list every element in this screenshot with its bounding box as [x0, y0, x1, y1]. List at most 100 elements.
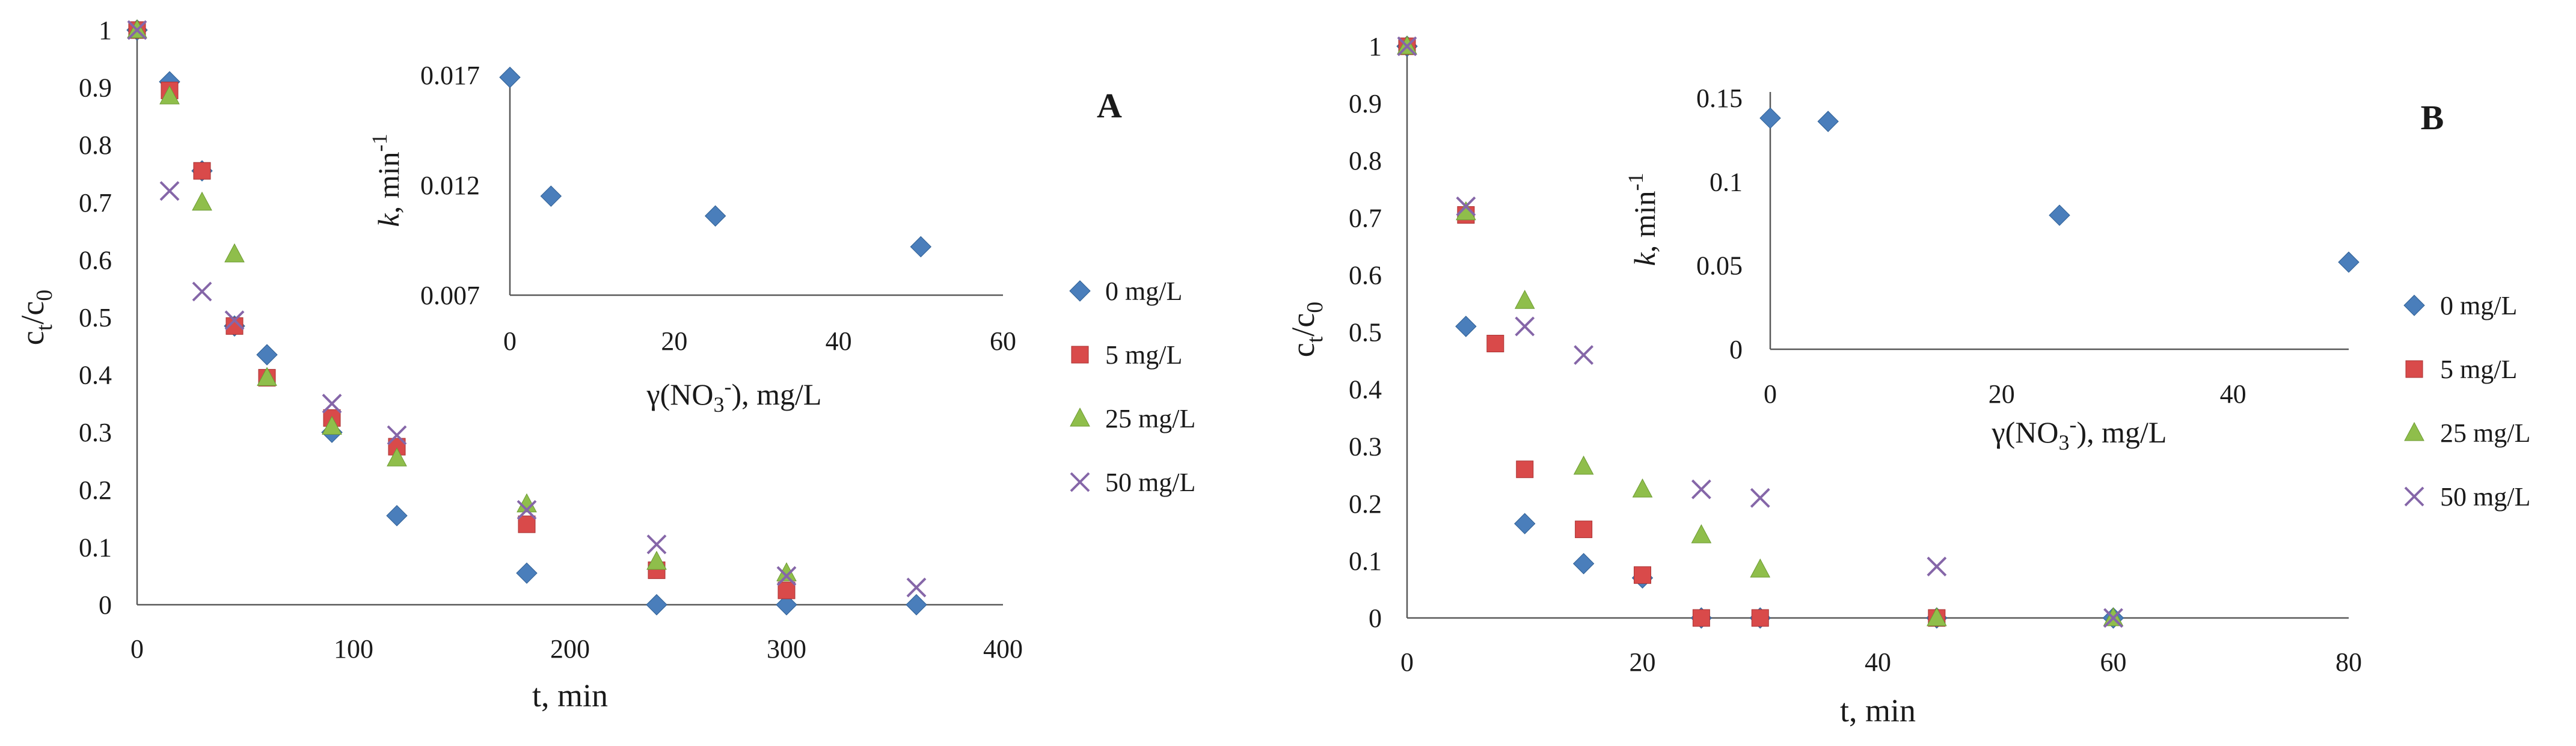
panel-b-inset-y-axis-title: k, min-1: [1624, 173, 1661, 266]
panel-a-inset-y-axis-title-part-2: -1: [367, 134, 391, 152]
panel-a-series-0-point-6: [386, 505, 408, 527]
panel-a-series-2-point-3: [224, 243, 245, 263]
panel-b-series-3-point-7-stroke-2: [2103, 608, 2123, 628]
panel-b-series-3-point-2-stroke-2: [1515, 316, 1535, 337]
panel-b-series-1-point-7: [1751, 609, 1769, 627]
panel-b-series-2-point-7: [1927, 607, 1947, 626]
panel-b-legend-marker-3-stroke-2: [2404, 486, 2424, 507]
panel-b-inset-point-2: [2049, 204, 2070, 226]
panel-b-inset-x-axis-title-part-0: γ(NO: [1992, 415, 2059, 449]
panel-b-series-3-point-6-stroke-2: [1927, 556, 1947, 576]
panel-b-legend: 0 mg/L 5 mg/L 25 mg/L 50 mg/L: [2403, 291, 2530, 512]
panel-a-series-0-point-10: [906, 594, 927, 616]
panel-a-series-3-point-0: [127, 20, 147, 40]
panel-b-y-tick-label-1: 0.1: [1349, 546, 1382, 576]
panel-b-inset-x-axis-title-part-1: 3: [2058, 430, 2069, 454]
panel-b-series-3-point-5: [1750, 488, 1770, 508]
panel-a-inset-point-0: [499, 66, 521, 88]
panel-a: 00.10.20.30.40.50.60.70.80.910 100 200 300 4…: [14, 16, 1195, 714]
panel-b-y-tick-label-10: 1: [1369, 32, 1382, 61]
panel-b-legend-marker-2: [2404, 421, 2424, 441]
panel-b-x-tick-label-4: 80: [2335, 647, 2362, 677]
panel-a-legend-label-1: 5 mg/L: [1105, 340, 1182, 370]
panel-a-label: A: [1097, 86, 1122, 125]
panel-a-series-3: [127, 20, 927, 598]
panel-a-series-3-point-7: [646, 534, 667, 555]
panel-a-inset-y-axis-title-part-1: , min: [372, 152, 405, 214]
panel-a-inset-x-axis-title: γ(NO3-), mg/L: [646, 375, 822, 417]
panel-b-x-tick-label-1: 20: [1630, 647, 1656, 677]
panel-b-label: B: [2421, 98, 2444, 137]
panel-a-series-3-point-6-stroke-2: [517, 500, 537, 520]
panel-b-series-2-point-2: [1514, 290, 1535, 309]
panel-b-series-1: [1398, 37, 1946, 627]
panel-b-series-0-point-2: [1514, 513, 1536, 534]
panel-a-inset-x-tick-label-0: 0: [503, 326, 517, 356]
panel-b-series-0-point-3: [1572, 552, 1595, 575]
panel-b-inset-x-tick-label-0: 0: [1764, 379, 1777, 409]
panel-a-x-tick-label-2: 200: [550, 634, 590, 664]
panel-a-series-2-point-4: [257, 367, 277, 386]
panel-b-y-axis-title: ct/c0: [1285, 302, 1328, 358]
panel-a-series-2-point-7: [517, 493, 537, 513]
panel-a-legend-marker-0: [1069, 280, 1091, 302]
panel-a-inset-x-axis-title-part-1: 3: [713, 393, 724, 417]
panel-b-y-tick-label-9: 0.9: [1349, 89, 1382, 118]
panel-b-x-tick-label-3: 60: [2100, 647, 2127, 677]
panel-a-series-2-point-5: [322, 415, 342, 435]
panel-a-inset-y-axis-title-part-0: k: [372, 213, 405, 227]
panel-a-y-axis-title: ct/c0: [14, 290, 57, 346]
panel-b-inset-x-axis-title: γ(NO3-), mg/L: [1992, 412, 2167, 454]
panel-a-y-tick-label-6: 0.6: [79, 245, 112, 275]
panel-a-legend: 0 mg/L 5 mg/L 25 mg/L 50 mg/L: [1069, 277, 1195, 497]
panel-a-x-axis-title: t, min: [532, 677, 608, 714]
panel-a-inset: 0.007 0.012 0.017 0 20 40 60 γ(NO3-), mg/L k, mi…: [367, 61, 1016, 417]
panel-b-inset-y-tick-label-2: 0.1: [1710, 167, 1743, 197]
panel-a-legend-marker-1: [1071, 346, 1089, 364]
panel-b-series-2-point-3: [1573, 455, 1594, 475]
panel-a-series-1-point-2: [193, 162, 211, 180]
panel-a-series-2-point-6: [387, 447, 407, 466]
panel-a-series-0-point-8: [646, 594, 667, 616]
panel-b-series-3-point-4: [1691, 479, 1711, 500]
panel-a-y-axis-title-part-0: c: [14, 331, 51, 345]
panel-a-series-3-point-9-stroke-2: [906, 577, 927, 598]
panel-b: 0 0.1 0.2 0.3 0.4 0.5 0.6 0.7 0.8 0.9 1 0 20 40 60 80 t,…: [1285, 32, 2530, 729]
panel-b-legend-marker-3: [2404, 486, 2424, 507]
panel-b-series-3-point-0-stroke-2: [1397, 36, 1417, 57]
panel-a-series-3-point-2-stroke-2: [192, 281, 212, 302]
panel-a-inset-x-axis-title-part-2: -: [724, 375, 731, 399]
panel-b-series-2-point-4: [1632, 478, 1653, 498]
panel-a-inset-point-1: [540, 185, 562, 207]
panel-a-inset-x-axis-title-part-0: γ(NO: [646, 378, 714, 411]
panel-b-y-tick-label-7: 0.7: [1349, 203, 1382, 233]
panel-b-series-3-point-1: [1456, 196, 1476, 216]
panel-a-y-tick-label-7: 0.7: [79, 188, 112, 218]
panel-b-inset-x-tick-label-2: 40: [2220, 379, 2246, 409]
panel-a-x-tick-label-3: 300: [767, 634, 806, 664]
panel-a-series-2: [127, 19, 797, 581]
panel-a-series-0-point-4: [256, 344, 278, 365]
panel-a-y-tick-label-10: 1: [99, 16, 112, 45]
panel-b-inset-y-tick-label-3: 0.15: [1696, 84, 1743, 113]
panel-a-y-axis-title-part-2: /c: [14, 301, 51, 325]
panel-a-legend-marker-2: [1070, 407, 1090, 427]
panel-a-series-0-point-7: [516, 562, 538, 584]
panel-a-y-tick-label-1: 0.1: [79, 533, 112, 562]
panel-a-inset-x-tick-label-1: 20: [661, 326, 687, 356]
panel-a-legend-label-0: 0 mg/L: [1105, 277, 1182, 306]
panel-a-legend-marker-3-stroke-2: [1070, 472, 1090, 492]
panel-b-y-tick-label-8: 0.8: [1349, 146, 1382, 176]
panel-a-series-2-point-9: [776, 562, 797, 581]
panel-a-legend-label-2: 25 mg/L: [1105, 404, 1195, 433]
panel-b-series-0-point-1: [1455, 316, 1477, 337]
panel-a-series-3-point-1: [159, 181, 180, 201]
panel-a-series-2-point-1: [159, 85, 180, 105]
panel-a-inset-background: [508, 63, 1005, 295]
panel-a-x-tick-label-4: 400: [983, 634, 1023, 664]
panel-b-y-tick-label-4: 0.4: [1349, 375, 1382, 405]
panel-a-legend-label-3: 50 mg/L: [1105, 468, 1195, 497]
panel-b-series-3-point-2: [1515, 316, 1535, 337]
panel-a-y-axis-title-part-1: t: [32, 324, 57, 331]
